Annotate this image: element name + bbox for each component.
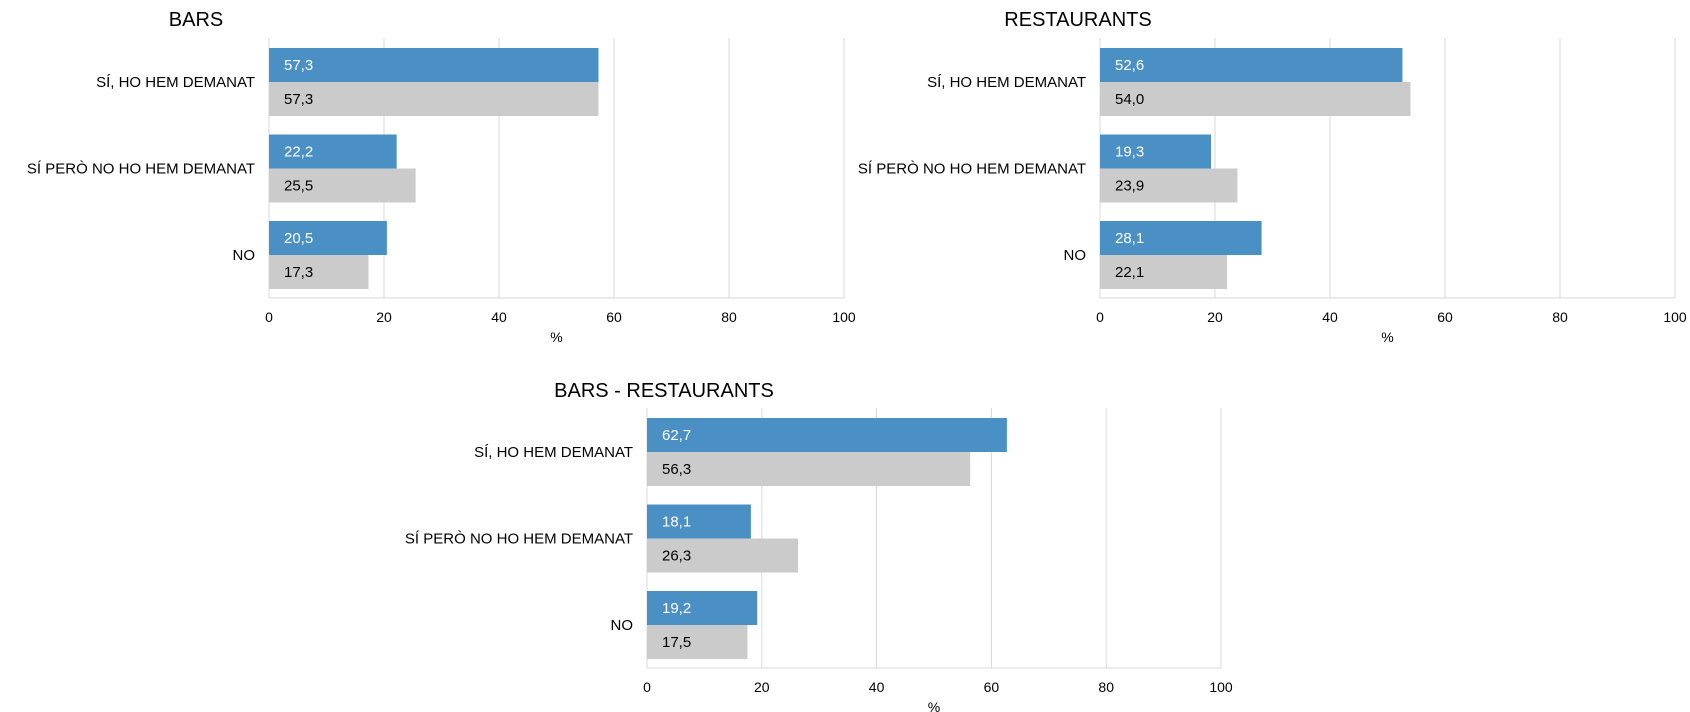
bar-value-label: 19,3 xyxy=(1115,144,1144,161)
bar-value-label: 19,2 xyxy=(662,600,691,617)
chart-title: BARS - RESTAURANTS xyxy=(554,380,774,402)
bar-value-label: 52,6 xyxy=(1115,57,1144,74)
x-tick-label: 100 xyxy=(1663,309,1687,325)
bar-value-label: 28,1 xyxy=(1115,230,1144,247)
bar xyxy=(1100,255,1228,289)
bar xyxy=(1100,82,1411,116)
category-label: SÍ, HO HEM DEMANAT xyxy=(474,444,633,461)
x-tick-label: 20 xyxy=(376,309,392,325)
x-axis-label: % xyxy=(1381,329,1393,345)
bar-value-label: 26,3 xyxy=(662,548,691,565)
bar xyxy=(269,168,416,203)
bar-value-label: 22,1 xyxy=(1115,264,1144,281)
x-tick-label: 60 xyxy=(984,679,1000,695)
x-tick-label: 20 xyxy=(754,679,770,695)
bar xyxy=(269,134,397,169)
bar xyxy=(269,48,599,82)
x-axis-label: % xyxy=(550,329,562,345)
x-tick-label: 40 xyxy=(1322,309,1338,325)
category-label: SÍ PERÒ NO HO HEM DEMANAT xyxy=(27,161,255,178)
x-tick-label: 0 xyxy=(1096,309,1104,325)
bar xyxy=(647,418,1007,452)
x-tick-label: 100 xyxy=(1209,679,1233,695)
bar-value-label: 17,5 xyxy=(662,634,691,651)
chart-title: BARS xyxy=(169,9,223,31)
bar xyxy=(269,255,369,289)
bar-value-label: 20,5 xyxy=(284,230,313,247)
bar xyxy=(269,221,387,255)
bar-value-label: 25,5 xyxy=(284,178,313,195)
x-tick-label: 60 xyxy=(1437,309,1453,325)
category-label: NO xyxy=(611,617,634,634)
bar-value-label: 18,1 xyxy=(662,514,691,531)
bar xyxy=(1100,48,1403,82)
x-axis-label: % xyxy=(928,699,940,712)
x-tick-label: 100 xyxy=(832,309,856,325)
bar-value-label: 22,2 xyxy=(284,144,313,161)
x-tick-label: 0 xyxy=(265,309,273,325)
bar xyxy=(269,82,599,116)
bar xyxy=(647,591,758,625)
category-label: SÍ PERÒ NO HO HEM DEMANAT xyxy=(405,531,633,548)
category-label: NO xyxy=(233,247,256,264)
x-tick-label: 80 xyxy=(721,309,737,325)
bar-value-label: 54,0 xyxy=(1115,91,1144,108)
category-label: SÍ, HO HEM DEMANAT xyxy=(927,74,1086,91)
bar-value-label: 57,3 xyxy=(284,91,313,108)
bar-value-label: 17,3 xyxy=(284,264,313,281)
x-tick-label: 0 xyxy=(643,679,651,695)
bar xyxy=(1100,134,1211,169)
bar xyxy=(647,625,748,659)
bar xyxy=(1100,168,1238,203)
bar xyxy=(1100,221,1262,255)
x-tick-label: 60 xyxy=(606,309,622,325)
bar-value-label: 57,3 xyxy=(284,57,313,74)
bar xyxy=(647,538,798,573)
x-tick-label: 80 xyxy=(1552,309,1568,325)
x-tick-label: 40 xyxy=(491,309,507,325)
x-tick-label: 40 xyxy=(869,679,885,695)
bar xyxy=(647,504,751,539)
chart-title: RESTAURANTS xyxy=(1004,9,1151,31)
bar-value-label: 56,3 xyxy=(662,461,691,478)
category-label: SÍ PERÒ NO HO HEM DEMANAT xyxy=(858,161,1086,178)
chart-1: BARS 0 20 40 60 80 100% SÍ, HO HEM DEMANAT 57,3 5… xyxy=(27,9,856,345)
chart-2: RESTAURANTS 0 20 40 60 80 100% SÍ, HO HEM DEMAN… xyxy=(858,9,1687,345)
x-tick-label: 20 xyxy=(1207,309,1223,325)
category-label: SÍ, HO HEM DEMANAT xyxy=(96,74,255,91)
category-label: NO xyxy=(1064,247,1087,264)
bar-value-label: 23,9 xyxy=(1115,178,1144,195)
bar-value-label: 62,7 xyxy=(662,427,691,444)
chart-3: BARS - RESTAURANTS 0 20 40 60 80 100% SÍ, HO HE… xyxy=(405,380,1233,712)
x-tick-label: 80 xyxy=(1098,679,1114,695)
bar xyxy=(647,452,971,486)
